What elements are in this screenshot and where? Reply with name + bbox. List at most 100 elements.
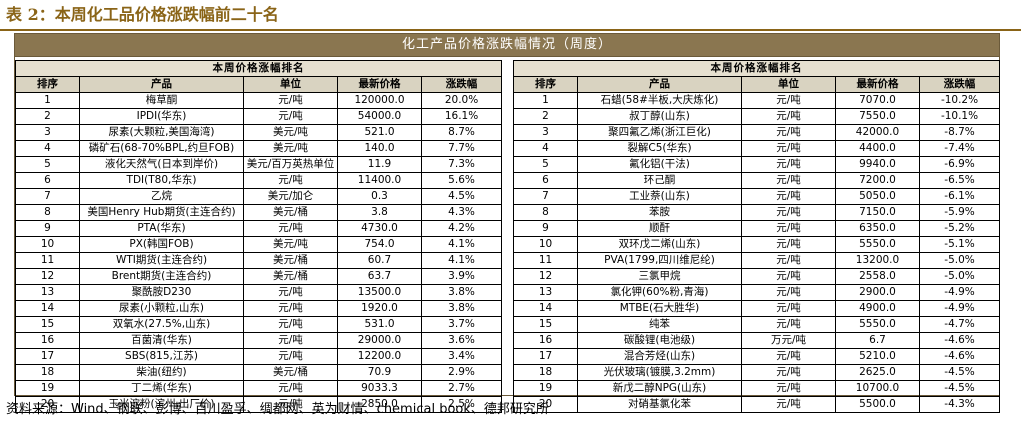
rank-cell: 9 <box>15 220 80 237</box>
rank-cell: 6 <box>15 172 80 189</box>
product-cell: PTA(华东) <box>79 220 244 237</box>
table-row: 4 裂解C5(华东) 元/吨 4400.0 -7.4% <box>513 140 1001 157</box>
unit-cell: 元/吨 <box>741 380 836 397</box>
table-row: 4 磷矿石(68-70%BPL,约旦FOB) 美元/吨 140.0 7.7% <box>15 140 503 157</box>
price-cell: 754.0 <box>337 236 422 253</box>
unit-cell: 元/吨 <box>243 284 338 301</box>
column-header: 单位 <box>243 76 338 93</box>
table-row: 13 氯化钾(60%粉,青海) 元/吨 2900.0 -4.9% <box>513 284 1001 301</box>
table-row: 18 柴油(纽约) 美元/桶 70.9 2.9% <box>15 364 503 381</box>
price-cell: 2900.0 <box>835 284 920 301</box>
price-cell: 6.7 <box>835 332 920 349</box>
change-cell: 20.0% <box>420 92 503 109</box>
price-cell: 5210.0 <box>835 348 920 365</box>
change-cell: -6.5% <box>918 172 1001 189</box>
table-row: 6 TDI(T80,华东) 元/吨 11400.0 5.6% <box>15 172 503 189</box>
rank-cell: 12 <box>513 268 578 285</box>
table-row: 17 混合芳烃(山东) 元/吨 5210.0 -4.6% <box>513 348 1001 365</box>
price-cell: 7150.0 <box>835 204 920 221</box>
product-cell: 液化天然气(日本到岸价) <box>79 156 244 173</box>
product-cell: 乙烷 <box>79 188 244 205</box>
price-cell: 531.0 <box>337 316 422 333</box>
change-cell: -4.5% <box>918 364 1001 381</box>
unit-cell: 元/吨 <box>741 284 836 301</box>
rank-cell: 5 <box>15 156 80 173</box>
unit-cell: 元/吨 <box>243 108 338 125</box>
unit-cell: 元/吨 <box>243 332 338 349</box>
rank-cell: 13 <box>15 284 80 301</box>
table-row: 15 纯苯 元/吨 5550.0 -4.7% <box>513 316 1001 333</box>
change-cell: -4.5% <box>918 380 1001 397</box>
change-cell: 4.2% <box>420 220 503 237</box>
price-cell: 7200.0 <box>835 172 920 189</box>
table-row: 1 石蜡(58#半板,大庆炼化) 元/吨 7070.0 -10.2% <box>513 92 1001 109</box>
table-row: 16 碳酸锂(电池级) 万元/吨 6.7 -4.6% <box>513 332 1001 349</box>
product-cell: PX(韩国FOB) <box>79 236 244 253</box>
unit-cell: 元/吨 <box>741 92 836 109</box>
rank-cell: 3 <box>513 124 578 141</box>
unit-cell: 元/吨 <box>741 236 836 253</box>
change-cell: 4.1% <box>420 236 503 253</box>
price-cell: 0.3 <box>337 188 422 205</box>
table-caption: 表 2：本周化工品价格涨跌幅前二十名 <box>6 5 279 24</box>
loss-table-body: 1 石蜡(58#半板,大庆炼化) 元/吨 7070.0 -10.2% 2 叔丁醇(山东) 元/… <box>513 92 1001 413</box>
unit-cell: 万元/吨 <box>741 332 836 349</box>
price-cell: 7550.0 <box>835 108 920 125</box>
change-cell: -4.3% <box>918 396 1001 413</box>
price-cell: 521.0 <box>337 124 422 141</box>
product-cell: SBS(815,江苏) <box>79 348 244 365</box>
table-row: 18 光伏玻璃(镀膜,3.2mm) 元/吨 2625.0 -4.5% <box>513 364 1001 381</box>
price-cell: 70.9 <box>337 364 422 381</box>
table-row: 12 三氯甲烷 元/吨 2558.0 -5.0% <box>513 268 1001 285</box>
price-cell: 2625.0 <box>835 364 920 381</box>
change-cell: 2.9% <box>420 364 503 381</box>
change-cell: 4.1% <box>420 252 503 269</box>
change-cell: 5.6% <box>420 172 503 189</box>
product-cell: 三氯甲烷 <box>577 268 742 285</box>
price-cell: 12200.0 <box>337 348 422 365</box>
rank-cell: 19 <box>513 380 578 397</box>
rank-cell: 1 <box>15 92 80 109</box>
price-cell: 120000.0 <box>337 92 422 109</box>
rank-cell: 15 <box>15 316 80 333</box>
change-cell: 3.4% <box>420 348 503 365</box>
table-row: 3 聚四氟乙烯(浙江巨化) 元/吨 42000.0 -8.7% <box>513 124 1001 141</box>
rank-cell: 14 <box>513 300 578 317</box>
table-row: 13 聚酰胺D230 元/吨 13500.0 3.8% <box>15 284 503 301</box>
rank-cell: 1 <box>513 92 578 109</box>
table-row: 2 叔丁醇(山东) 元/吨 7550.0 -10.1% <box>513 108 1001 125</box>
product-cell: TDI(T80,华东) <box>79 172 244 189</box>
product-cell: 梅草酮 <box>79 92 244 109</box>
rank-cell: 2 <box>15 108 80 125</box>
price-cell: 4730.0 <box>337 220 422 237</box>
product-cell: WTI期货(主连合约) <box>79 252 244 269</box>
price-cell: 60.7 <box>337 252 422 269</box>
price-cell: 1920.0 <box>337 300 422 317</box>
rank-cell: 11 <box>15 252 80 269</box>
rank-cell: 17 <box>513 348 578 365</box>
rank-cell: 4 <box>15 140 80 157</box>
table-row: 15 双氧水(27.5%,山东) 元/吨 531.0 3.7% <box>15 316 503 333</box>
source-note: 资料来源：Wind、钢联、彭博、百川盈孚、绸都网、英为财情、chemical b… <box>6 402 549 417</box>
left-panel: 本周价格涨幅排名 排序 产品 单位 最新价格 涨跌幅 1 梅草酮 元/吨 120000… <box>14 60 503 413</box>
change-cell: 2.5% <box>420 396 503 413</box>
unit-cell: 元/吨 <box>741 268 836 285</box>
product-cell: 丁二烯(华东) <box>79 380 244 397</box>
change-cell: -4.7% <box>918 316 1001 333</box>
table-row: 2 IPDI(华东) 元/吨 54000.0 16.1% <box>15 108 503 125</box>
price-cell: 11400.0 <box>337 172 422 189</box>
rank-cell: 8 <box>513 204 578 221</box>
table-row: 6 环己酮 元/吨 7200.0 -6.5% <box>513 172 1001 189</box>
price-cell: 5050.0 <box>835 188 920 205</box>
table-row: 1 梅草酮 元/吨 120000.0 20.0% <box>15 92 503 109</box>
change-cell: 3.7% <box>420 316 503 333</box>
product-cell: 美国Henry Hub期货(主连合约) <box>79 204 244 221</box>
price-cell: 6350.0 <box>835 220 920 237</box>
product-cell: 尿素(大颗粒,美国海湾) <box>79 124 244 141</box>
table-row: 14 尿素(小颗粒,山东) 元/吨 1920.0 3.8% <box>15 300 503 317</box>
product-cell: 聚四氟乙烯(浙江巨化) <box>577 124 742 141</box>
product-cell: 石蜡(58#半板,大庆炼化) <box>577 92 742 109</box>
table-row: 20 玉米淀粉(滨州,出厂价) 元/吨 2850.0 2.5% <box>15 396 503 413</box>
rank-cell: 13 <box>513 284 578 301</box>
unit-cell: 元/吨 <box>243 300 338 317</box>
